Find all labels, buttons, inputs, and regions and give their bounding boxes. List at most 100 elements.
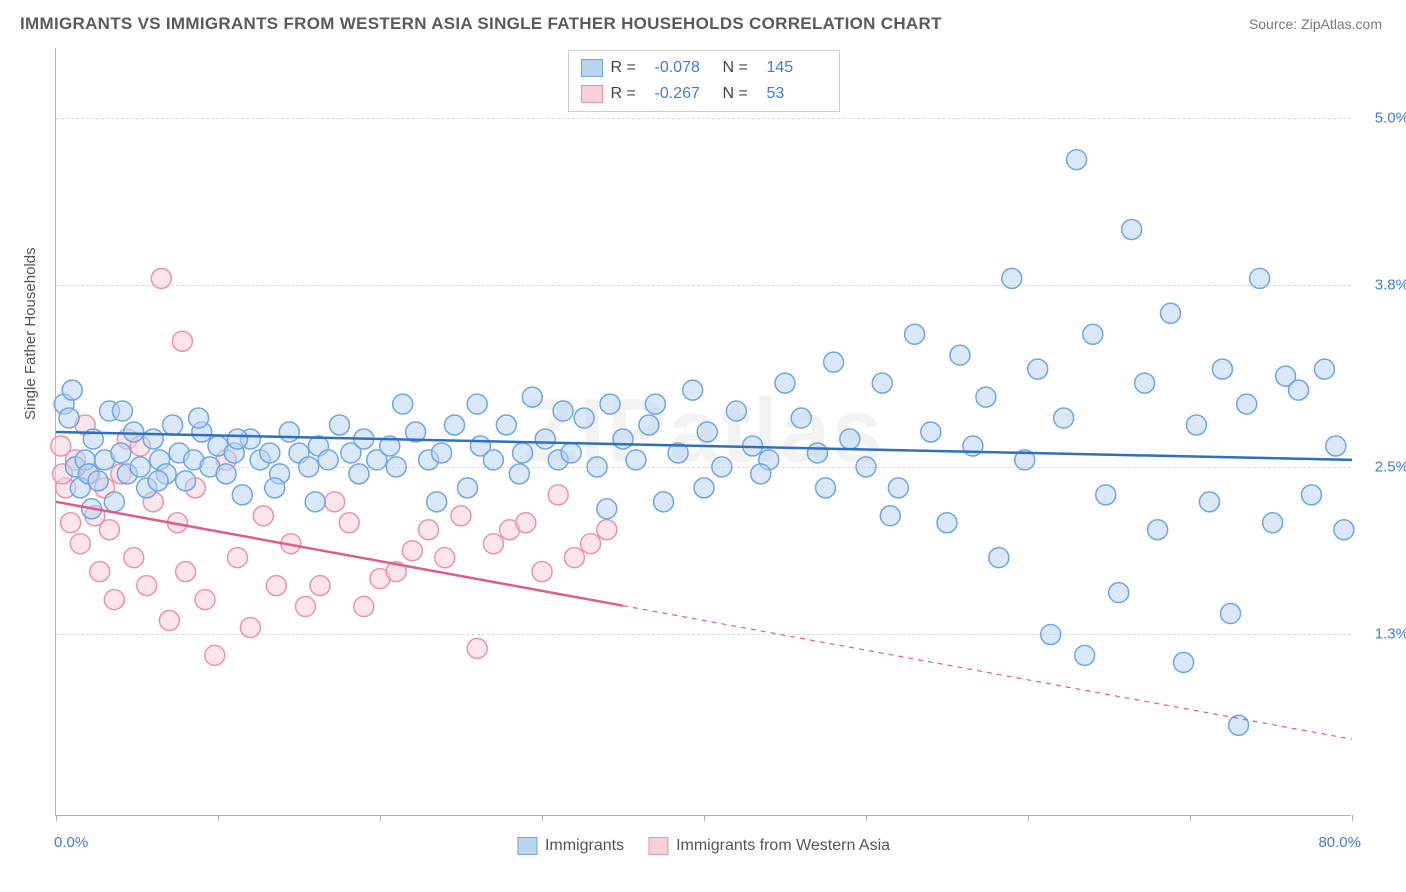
marker-pink [325, 492, 345, 512]
y-axis-label: Single Father Households [22, 247, 39, 420]
marker-pink [581, 534, 601, 554]
marker-blue [1289, 380, 1309, 400]
legend-series: ImmigrantsImmigrants from Western Asia [517, 837, 890, 855]
x-tick-mark [704, 815, 705, 821]
marker-blue [553, 401, 573, 421]
legend-n-value: 145 [767, 59, 827, 77]
x-max-label: 80.0% [1318, 834, 1361, 851]
marker-blue [921, 422, 941, 442]
marker-blue [726, 401, 746, 421]
marker-blue [1075, 645, 1095, 665]
marker-blue [467, 394, 487, 414]
marker-blue [513, 443, 533, 463]
marker-blue [1221, 604, 1241, 624]
marker-pink [151, 268, 171, 288]
marker-blue [654, 492, 674, 512]
marker-pink [61, 513, 81, 533]
marker-blue [1122, 220, 1142, 240]
marker-pink [310, 576, 330, 596]
marker-blue [232, 485, 252, 505]
marker-blue [626, 450, 646, 470]
marker-pink [564, 548, 584, 568]
x-tick-mark [542, 815, 543, 821]
marker-blue [1067, 150, 1087, 170]
marker-blue [318, 450, 338, 470]
marker-blue [1083, 324, 1103, 344]
marker-blue [143, 429, 163, 449]
y-tick-label: 3.8% [1359, 277, 1406, 294]
marker-pink [516, 513, 536, 533]
legend-correlation: R =-0.078N =145R =-0.267N =53 [568, 50, 840, 112]
marker-blue [1199, 492, 1219, 512]
legend-n-label: N = [723, 85, 759, 103]
marker-blue [1186, 415, 1206, 435]
marker-blue [305, 492, 325, 512]
marker-blue [330, 415, 350, 435]
marker-blue [989, 548, 1009, 568]
marker-blue [1212, 359, 1232, 379]
marker-blue [427, 492, 447, 512]
marker-blue [522, 387, 542, 407]
marker-blue [1135, 373, 1155, 393]
marker-blue [432, 443, 452, 463]
marker-blue [111, 443, 131, 463]
legend-swatch [648, 837, 668, 855]
marker-pink [227, 548, 247, 568]
marker-blue [880, 506, 900, 526]
source-label: Source: ZipAtlas.com [1249, 16, 1382, 32]
marker-blue [645, 394, 665, 414]
marker-blue [561, 443, 581, 463]
marker-blue [386, 457, 406, 477]
marker-blue [279, 422, 299, 442]
marker-pink [253, 506, 273, 526]
chart-title: IMMIGRANTS VS IMMIGRANTS FROM WESTERN AS… [20, 14, 942, 34]
marker-blue [393, 394, 413, 414]
marker-pink [295, 597, 315, 617]
marker-blue [905, 324, 925, 344]
marker-blue [587, 457, 607, 477]
y-tick-label: 5.0% [1359, 109, 1406, 126]
marker-blue [130, 457, 150, 477]
marker-blue [1002, 268, 1022, 288]
marker-pink [70, 534, 90, 554]
marker-blue [104, 492, 124, 512]
marker-blue [1096, 485, 1116, 505]
marker-blue [639, 415, 659, 435]
marker-pink [597, 520, 617, 540]
marker-pink [266, 576, 286, 596]
marker-blue [189, 408, 209, 428]
marker-pink [124, 548, 144, 568]
marker-blue [751, 464, 771, 484]
x-tick-mark [1352, 815, 1353, 821]
marker-blue [227, 429, 247, 449]
marker-blue [816, 478, 836, 498]
legend-top-row: R =-0.267N =53 [581, 81, 827, 107]
marker-pink [137, 576, 157, 596]
marker-blue [697, 422, 717, 442]
y-tick-label: 1.3% [1359, 626, 1406, 643]
marker-blue [694, 478, 714, 498]
legend-n-label: N = [723, 59, 759, 77]
marker-blue [457, 478, 477, 498]
marker-blue [824, 352, 844, 372]
chart-svg [56, 48, 1351, 815]
legend-swatch [581, 59, 603, 77]
marker-blue [299, 457, 319, 477]
marker-blue [1334, 520, 1354, 540]
marker-blue [1326, 436, 1346, 456]
marker-pink [104, 590, 124, 610]
marker-blue [1041, 624, 1061, 644]
marker-blue [509, 464, 529, 484]
marker-blue [265, 478, 285, 498]
marker-blue [1028, 359, 1048, 379]
marker-pink [483, 534, 503, 554]
marker-blue [1174, 652, 1194, 672]
legend-swatch [581, 85, 603, 103]
marker-pink [451, 506, 471, 526]
marker-blue [1229, 715, 1249, 735]
legend-n-value: 53 [767, 85, 827, 103]
marker-blue [445, 415, 465, 435]
marker-blue [1237, 394, 1257, 414]
marker-blue [535, 429, 555, 449]
marker-pink [548, 485, 568, 505]
